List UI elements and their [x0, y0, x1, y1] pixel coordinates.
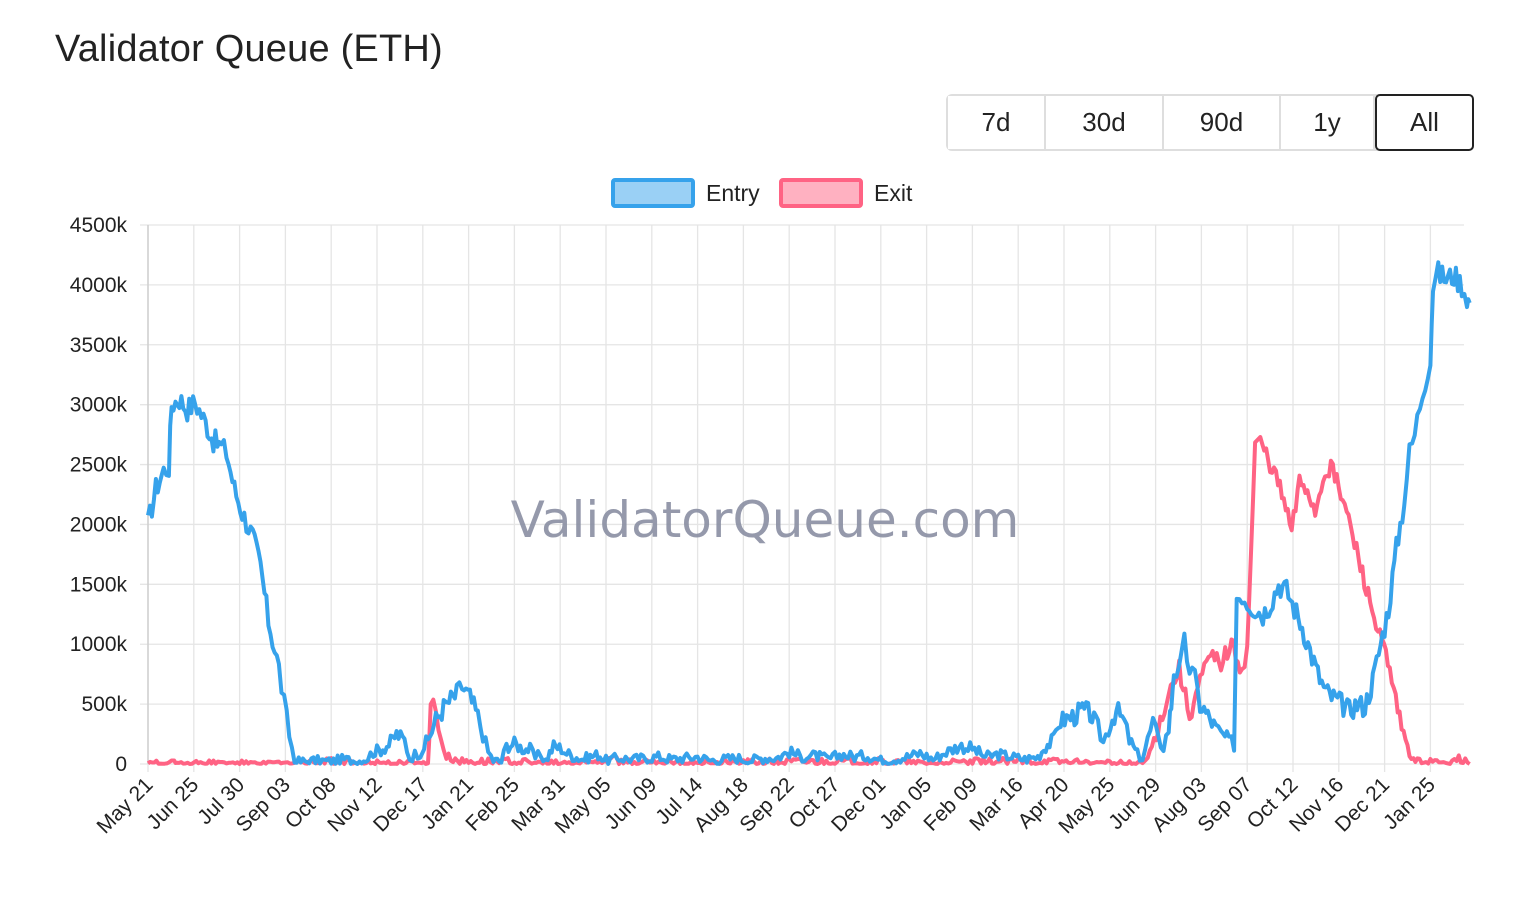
- range-90d-button[interactable]: 90d: [1164, 96, 1281, 149]
- y-tick-label: 0: [115, 753, 127, 776]
- exit-series-line: [146, 435, 1471, 766]
- x-tick-label: Jan 25: [1379, 773, 1440, 834]
- chart-grid: [140, 224, 1464, 772]
- range-1y-button[interactable]: 1y: [1281, 96, 1375, 149]
- watermark-text: ValidatorQueue.com: [511, 491, 1020, 549]
- y-tick-label: 3000k: [70, 394, 128, 417]
- time-range-selector: 7d 30d 90d 1y All: [946, 94, 1474, 151]
- range-30d-button[interactable]: 30d: [1046, 96, 1164, 149]
- y-tick-label: 4000k: [70, 274, 128, 297]
- chart-series: [146, 260, 1472, 766]
- legend-exit-swatch: [779, 178, 863, 208]
- range-all-button[interactable]: All: [1375, 94, 1474, 151]
- y-tick-label: 2500k: [70, 454, 128, 477]
- legend-item-exit[interactable]: Exit: [779, 178, 913, 208]
- x-tick-label: Jun 09: [600, 773, 661, 834]
- legend-item-entry[interactable]: Entry: [611, 178, 760, 208]
- legend-entry-swatch: [611, 178, 695, 208]
- y-tick-label: 500k: [81, 693, 127, 716]
- entry-series-line: [146, 260, 1472, 766]
- page-title: Validator Queue (ETH): [55, 28, 443, 70]
- y-axis: 0 500k 1000k 1500k 2000k 2500k 3000k 3500k 4000k…: [70, 214, 128, 776]
- legend-entry-label: Entry: [706, 180, 760, 206]
- y-tick-label: 3500k: [70, 334, 128, 357]
- y-tick-label: 4500k: [70, 214, 128, 237]
- y-tick-label: 1000k: [70, 633, 128, 656]
- y-tick-label: 2000k: [70, 513, 128, 536]
- chart-legend: Entry Exit: [611, 178, 913, 208]
- x-tick-label: Jun 25: [142, 773, 203, 834]
- legend-exit-label: Exit: [874, 180, 913, 206]
- range-7d-button[interactable]: 7d: [948, 96, 1046, 149]
- y-tick-label: 1500k: [70, 573, 128, 596]
- x-tick-label: May 21: [93, 773, 158, 838]
